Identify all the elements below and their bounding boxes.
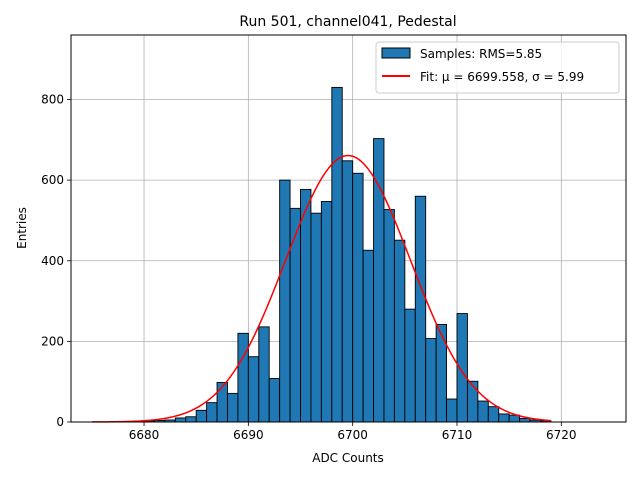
histogram-bar bbox=[362, 249, 374, 423]
histogram-bar bbox=[519, 417, 531, 423]
histogram-bar bbox=[466, 380, 479, 423]
y-tick-label: 600 bbox=[41, 173, 64, 187]
histogram-bar bbox=[258, 326, 270, 423]
histogram-bar bbox=[247, 356, 260, 423]
histogram-bar bbox=[206, 402, 218, 423]
histogram-bar bbox=[341, 160, 354, 423]
y-tick-label: 800 bbox=[41, 93, 64, 107]
histogram-bar bbox=[195, 409, 208, 423]
legend-histogram-swatch bbox=[381, 47, 411, 59]
histogram-bar bbox=[477, 400, 489, 423]
y-tick-label: 0 bbox=[56, 415, 64, 429]
legend-fit-label: Fit: μ = 6699.558, σ = 5.99 bbox=[420, 70, 584, 84]
histogram-bar bbox=[446, 398, 458, 423]
histogram-bar bbox=[174, 417, 187, 423]
x-tick-label: 6710 bbox=[442, 428, 473, 442]
y-tick-label: 200 bbox=[41, 334, 64, 348]
x-tick-label: 6690 bbox=[233, 428, 264, 442]
histogram-bar bbox=[383, 209, 395, 423]
histogram-bar bbox=[425, 338, 437, 423]
histogram-bar bbox=[373, 138, 385, 423]
x-tick-label: 6720 bbox=[546, 428, 577, 442]
histogram-bar bbox=[300, 188, 312, 423]
histogram-bar bbox=[331, 86, 343, 423]
histogram-bar bbox=[414, 195, 427, 423]
histogram-bar bbox=[498, 413, 510, 423]
histogram-bar bbox=[279, 179, 291, 423]
histogram-bar bbox=[393, 239, 406, 423]
histogram-bar bbox=[216, 382, 228, 423]
y-tick-label: 400 bbox=[41, 254, 64, 268]
y-axis-label: Entries bbox=[15, 207, 29, 249]
x-axis-ticks: 6680 6690 6700 6710 6720 bbox=[129, 422, 577, 442]
histogram-bar bbox=[456, 313, 468, 423]
y-axis-ticks: 0 200 400 600 800 bbox=[41, 93, 71, 429]
histogram-bar bbox=[404, 308, 416, 423]
histogram-bar bbox=[310, 212, 322, 423]
fit-curve bbox=[91, 154, 551, 423]
histogram-bar bbox=[320, 201, 333, 423]
x-tick-label: 6700 bbox=[337, 428, 368, 442]
x-axis-label: ADC Counts bbox=[312, 451, 384, 465]
histogram-bar bbox=[185, 416, 197, 423]
legend-histogram-label: Samples: RMS=5.85 bbox=[420, 47, 542, 61]
histogram-bar bbox=[227, 392, 239, 423]
x-tick-label: 6680 bbox=[129, 428, 160, 442]
histogram-bars bbox=[143, 86, 552, 423]
histogram-bar bbox=[352, 172, 364, 423]
histogram-bar bbox=[289, 207, 301, 423]
histogram-bar bbox=[268, 378, 281, 423]
histogram-bar bbox=[435, 323, 448, 423]
plot-frame bbox=[70, 34, 627, 423]
legend: Samples: RMS=5.85 Fit: μ = 6699.558, σ =… bbox=[375, 41, 620, 94]
legend-frame bbox=[375, 41, 620, 94]
histogram-bar bbox=[237, 332, 249, 423]
chart-title: Run 501, channel041, Pedestal bbox=[239, 14, 456, 30]
histogram-bar bbox=[487, 406, 500, 423]
